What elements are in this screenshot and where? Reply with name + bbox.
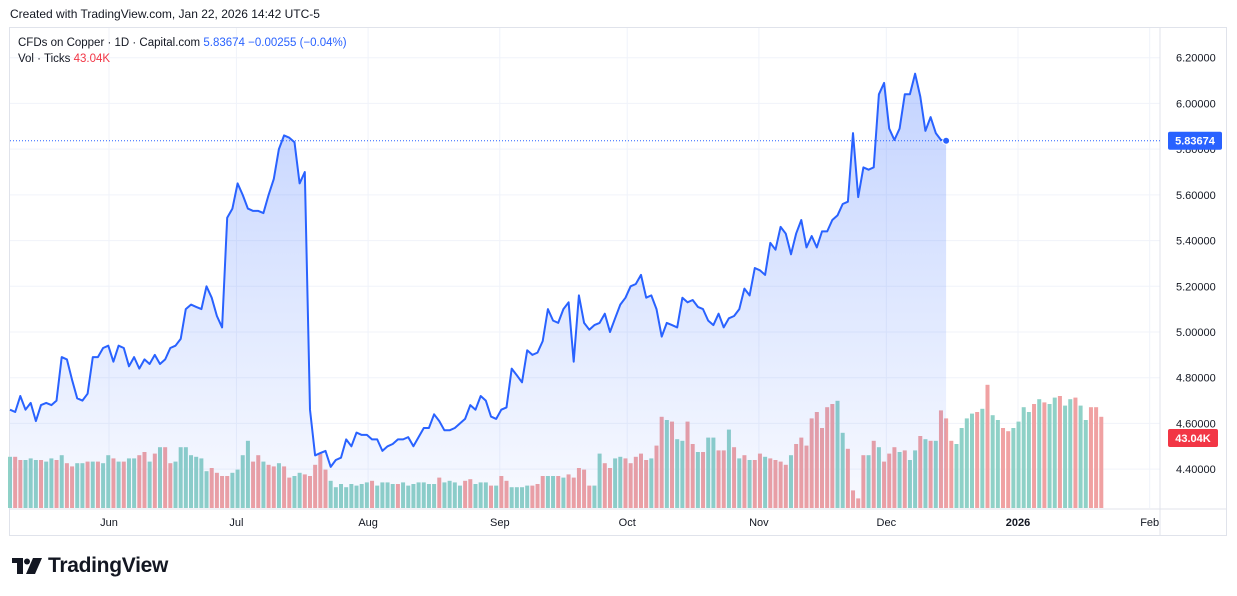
volume-bar <box>959 428 964 508</box>
volume-bar <box>944 418 949 508</box>
volume-bar <box>1037 399 1042 508</box>
volume-bar <box>1042 402 1047 508</box>
chart-frame <box>9 27 1227 536</box>
volume-bar <box>1099 416 1104 508</box>
volume-bar <box>1088 407 1093 508</box>
last-price-value: 5.83674 <box>203 37 245 49</box>
volume-bar <box>1011 428 1016 508</box>
volume-bar <box>1083 420 1088 508</box>
volume-bar <box>1073 397 1078 508</box>
volume-bar <box>1063 405 1068 508</box>
volume-bar <box>964 418 969 508</box>
volume-bar <box>980 408 985 508</box>
x-tick-label: 2026 <box>1006 517 1030 529</box>
last-price-tag <box>1168 131 1222 150</box>
volume-bar <box>1026 412 1031 508</box>
y-tick-label: 5.00000 <box>1176 327 1216 339</box>
x-tick-label: Jul <box>229 517 243 529</box>
volume-bar <box>1001 428 1006 508</box>
volume-label[interactable]: Vol · Ticks <box>18 53 71 65</box>
last-volume-tag <box>1168 429 1218 447</box>
tradingview-wordmark: TradingView <box>48 554 169 577</box>
chart-legend: CFDs on Copper · 1D · Capital.com 5.8367… <box>18 35 347 67</box>
last-volume-tag-label: 43.04K <box>1175 433 1211 445</box>
x-tick-label: Feb <box>1140 517 1159 529</box>
volume-bar <box>1021 407 1026 508</box>
volume-bar <box>1006 431 1011 508</box>
volume-bar <box>1016 421 1021 508</box>
y-tick-label: 4.40000 <box>1176 464 1216 476</box>
x-tick-label: Oct <box>619 517 636 529</box>
volume-bar <box>1052 397 1057 508</box>
volume-bar <box>995 420 1000 508</box>
y-tick-label: 6.20000 <box>1176 53 1216 65</box>
volume-value: 43.04K <box>73 53 111 65</box>
y-tick-label: 5.20000 <box>1176 281 1216 293</box>
y-tick-label: 5.40000 <box>1176 236 1216 248</box>
x-tick-label: Sep <box>490 517 510 529</box>
x-tick-label: Dec <box>877 517 897 529</box>
x-tick-label: Nov <box>749 517 769 529</box>
volume-bar <box>1078 405 1083 508</box>
price-area-fill <box>10 73 947 508</box>
legend-volume-row: Vol · Ticks 43.04K <box>18 51 347 67</box>
volume-bar <box>985 384 990 508</box>
tradingview-brand[interactable]: TradingView <box>12 554 168 578</box>
volume-bar <box>1094 407 1099 508</box>
volume-bar <box>954 444 959 508</box>
price-line <box>9 72 947 468</box>
y-tick-label: 5.60000 <box>1176 190 1216 202</box>
y-tick-label: 4.60000 <box>1176 418 1216 430</box>
y-tick-label: 4.80000 <box>1176 373 1216 385</box>
symbol-label[interactable]: CFDs on Copper · 1D · Capital.com <box>18 37 201 49</box>
price-area <box>9 72 947 508</box>
volume-bar <box>969 413 974 508</box>
x-tick-label: Jun <box>100 517 118 529</box>
volume-bar <box>990 415 995 508</box>
created-with-caption: Created with TradingView.com, Jan 22, 20… <box>10 7 320 21</box>
volume-bar <box>1047 404 1052 508</box>
volume-bar <box>1032 404 1037 508</box>
last-price-tag-label: 5.83674 <box>1175 136 1216 148</box>
legend-symbol-row: CFDs on Copper · 1D · Capital.com 5.8367… <box>18 35 347 51</box>
price-tags: 5.83674 43.04K <box>10 131 1222 447</box>
axes: 6.200006.000005.800005.600005.400005.200… <box>10 28 1226 535</box>
x-tick-label: Aug <box>358 517 378 529</box>
last-price-dot <box>942 136 951 145</box>
tradingview-logo-icon <box>12 558 42 574</box>
volume-bar <box>949 440 954 508</box>
y-tick-label: 6.00000 <box>1176 98 1216 110</box>
volume-bar <box>1057 396 1062 508</box>
volume-bar <box>975 412 980 508</box>
volume-bar <box>1068 399 1073 508</box>
price-change-value: −0.00255 (−0.04%) <box>248 37 347 49</box>
